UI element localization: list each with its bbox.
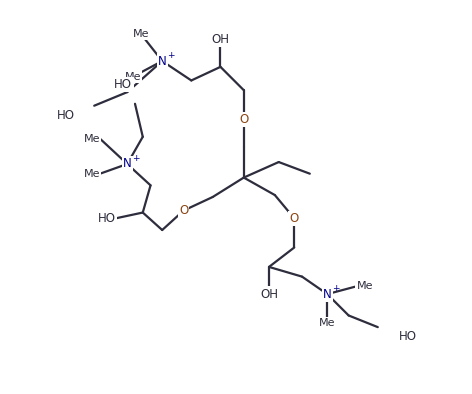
Text: O: O [179,204,188,217]
Text: N: N [158,54,167,67]
Text: +: + [132,154,140,163]
Text: HO: HO [114,78,132,91]
Text: O: O [239,113,248,126]
Text: Me: Me [133,29,149,39]
Text: +: + [332,284,339,293]
Text: N: N [323,288,332,301]
Text: Me: Me [84,169,100,179]
Text: OH: OH [211,33,229,46]
Text: HO: HO [57,109,75,122]
Text: Me: Me [319,318,336,328]
Text: HO: HO [399,330,417,343]
Text: Me: Me [356,281,373,291]
Text: N: N [123,158,132,171]
Text: OH: OH [260,288,278,301]
Text: O: O [290,212,299,225]
Text: +: + [167,51,175,60]
Text: Me: Me [125,72,141,82]
Text: Me: Me [84,134,100,144]
Text: HO: HO [98,212,116,225]
